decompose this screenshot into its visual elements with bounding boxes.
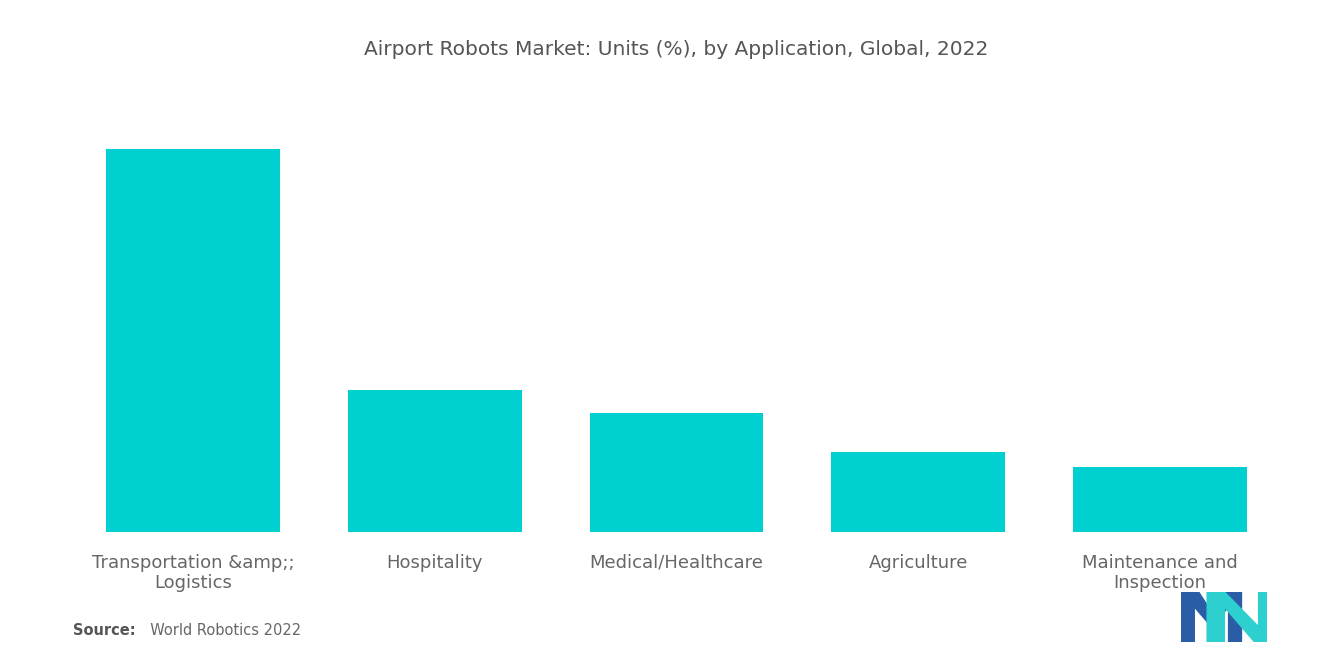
Bar [348, 390, 521, 532]
Bar [107, 149, 280, 532]
Text: Source:: Source: [73, 623, 135, 638]
Bar [590, 413, 763, 532]
Polygon shape [1181, 592, 1241, 642]
Bar [832, 452, 1005, 532]
Text: World Robotics 2022: World Robotics 2022 [141, 623, 301, 638]
Title: Airport Robots Market: Units (%), by Application, Global, 2022: Airport Robots Market: Units (%), by App… [364, 40, 989, 59]
Polygon shape [1208, 592, 1271, 642]
Bar [1073, 467, 1246, 532]
